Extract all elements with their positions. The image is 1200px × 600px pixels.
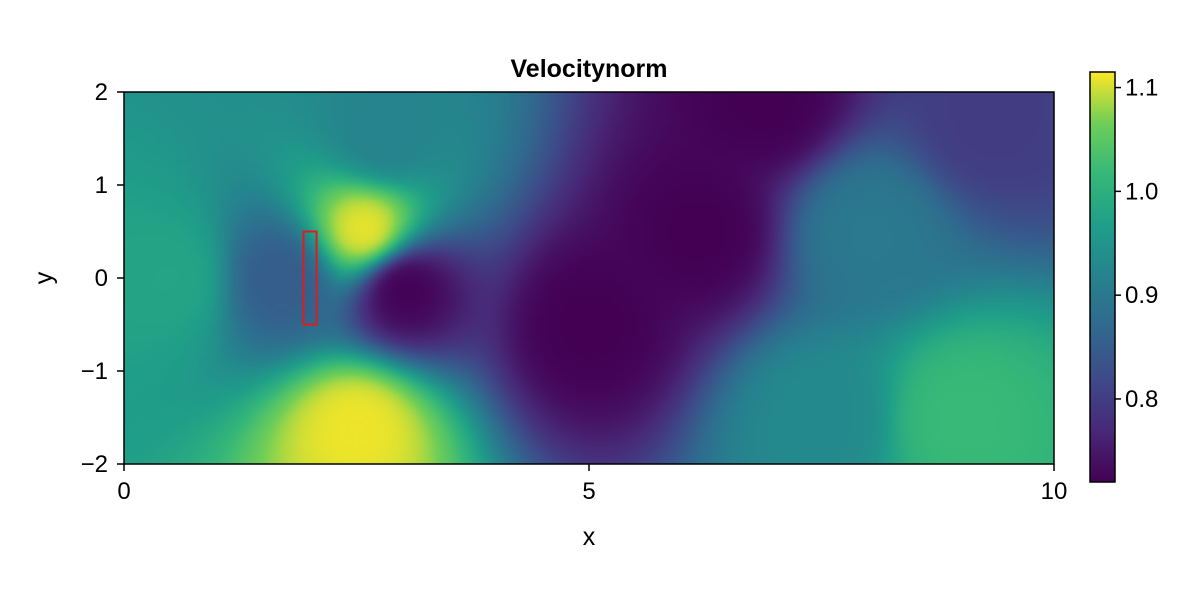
velocity-heatmap [124,92,1054,464]
obstacle-outline [302,230,318,326]
y-tick-label: 2 [95,79,108,106]
y-tick-label: 0 [95,265,108,292]
colorbar-axis: 0.8 0.9 1.0 1.1 [1115,75,1158,413]
x-axis: 0 5 10 [117,464,1067,505]
y-tick-label: 1 [95,172,108,199]
y-axis-label: y [30,271,58,284]
y-tick-label: −2 [81,451,108,478]
colorbar [1089,71,1116,483]
x-axis-label: x [583,523,596,551]
x-tick-label: 0 [117,478,130,505]
y-tick-label: −1 [81,358,108,385]
x-tick-label: 5 [582,478,595,505]
x-tick-label: 10 [1041,478,1068,505]
y-axis: −2 −1 0 1 2 [81,79,124,478]
colorbar-tick-label: 1.1 [1125,75,1158,102]
colorbar-tick-label: 1.0 [1125,178,1158,205]
colorbar-tick-label: 0.9 [1125,282,1158,309]
colorbar-tick-label: 0.8 [1125,386,1158,413]
chart-title: Velocitynorm [511,55,668,83]
